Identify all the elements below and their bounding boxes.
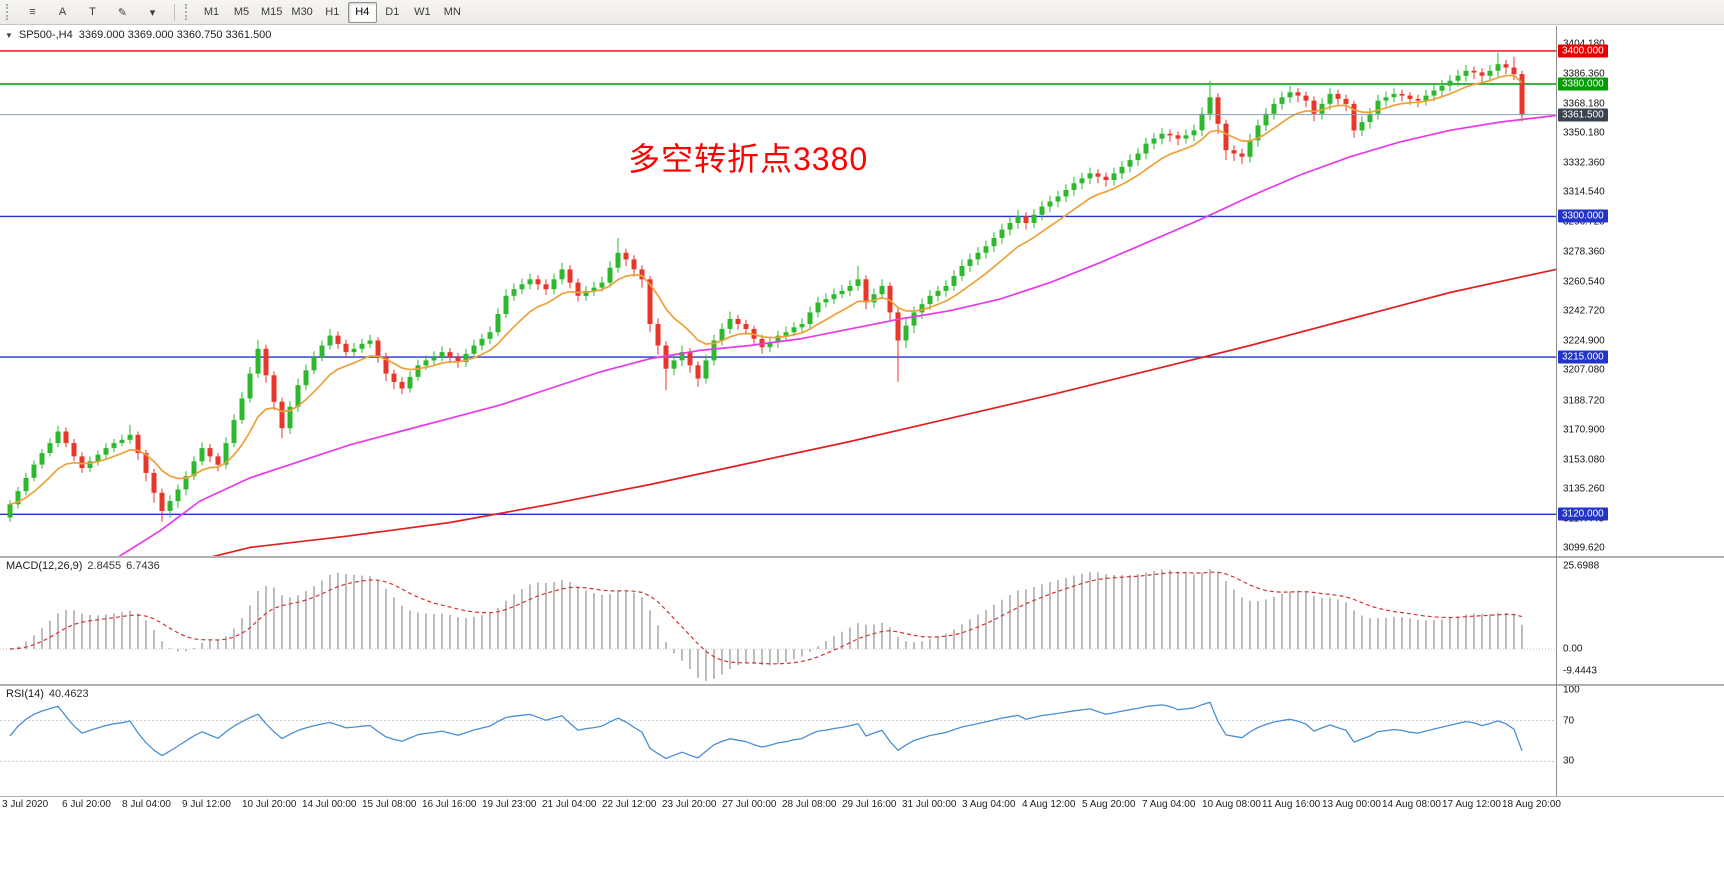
price-tick: 3332.360 [1563, 157, 1605, 169]
time-axis-label: 7 Aug 04:00 [1142, 799, 1196, 810]
price-level-badge: 3215.000 [1558, 350, 1608, 364]
toolbar-separator [174, 3, 175, 21]
draw-dropdown-button[interactable]: ▾ [149, 6, 156, 19]
timeframe-m15[interactable]: M15 [261, 6, 283, 18]
price-level-badge: 3120.000 [1558, 507, 1608, 521]
macd-value: 2.8455 [87, 560, 122, 572]
time-axis-label: 14 Jul 00:00 [302, 799, 357, 810]
price-tick: 3170.900 [1563, 424, 1605, 436]
time-axis-label: 19 Jul 23:00 [482, 799, 537, 810]
time-axis-label: 9 Jul 12:00 [182, 799, 231, 810]
time-axis-label: 28 Jul 08:00 [782, 799, 837, 810]
time-axis-label: 11 Aug 16:00 [1262, 799, 1321, 810]
time-axis-border [0, 796, 1724, 797]
time-axis[interactable]: 3 Jul 2020 6 Jul 20:00 8 Jul 04:00 9 Jul 12… [0, 797, 1724, 892]
draw-tool-button[interactable]: ✎ [117, 6, 128, 19]
time-axis-label: 13 Aug 00:00 [1322, 799, 1381, 810]
toolbar-grip[interactable] [6, 4, 13, 20]
macd-signal-value: 6.7436 [126, 560, 160, 572]
price-tick: 3278.360 [1563, 246, 1605, 258]
timeframe-buttons: M1 M5 M15 M30 H1 H4 D1 W1 MN [197, 1, 467, 23]
time-axis-label: 27 Jul 00:00 [722, 799, 777, 810]
ohlc-values: 3369.000 3369.000 3360.750 3361.500 [78, 29, 272, 41]
timeframe-m30[interactable]: M30 [291, 6, 313, 18]
timeframe-m5[interactable]: M5 [233, 6, 250, 18]
chart-title: ▼ SP500-,H4 3369.000 3369.000 3360.750 3… [5, 29, 271, 41]
price-scale[interactable]: 3404.180 3386.360 3368.180 3350.180 3332.360… [1557, 0, 1724, 892]
time-axis-label: 5 Aug 20:00 [1082, 799, 1136, 810]
text-tool-button[interactable]: T [89, 6, 96, 18]
time-axis-label: 29 Jul 16:00 [842, 799, 897, 810]
time-axis-label: 10 Jul 20:00 [242, 799, 297, 810]
price-tick: 3135.260 [1563, 483, 1605, 495]
price-tick: 3314.540 [1563, 186, 1605, 198]
time-axis-label: 22 Jul 12:00 [602, 799, 657, 810]
time-axis-label: 18 Aug 20:00 [1502, 799, 1561, 810]
main-chart[interactable] [0, 26, 1556, 556]
annotation-text: 多空转折点3380 [628, 141, 869, 177]
timeframe-mn[interactable]: MN [443, 6, 461, 18]
time-axis-label: 10 Aug 08:00 [1202, 799, 1261, 810]
rsi-value: 40.4623 [48, 688, 89, 700]
price-axis-border [1556, 26, 1557, 797]
price-level-badge: 3400.000 [1558, 44, 1608, 58]
time-axis-label: 3 Jul 2020 [2, 799, 49, 810]
time-axis-label: 31 Jul 00:00 [902, 799, 957, 810]
macd-scale-tick: 0.00 [1563, 643, 1583, 655]
price-tick: 3207.080 [1563, 364, 1605, 376]
chevron-down-icon[interactable]: ▼ [5, 30, 13, 40]
time-axis-label: 4 Aug 12:00 [1022, 799, 1076, 810]
price-tick: 3350.180 [1563, 127, 1605, 139]
rsi-panel[interactable] [0, 686, 1556, 796]
panel-separator-macd[interactable] [0, 556, 1724, 558]
price-tick: 3242.720 [1563, 305, 1605, 317]
rsi-name: RSI(14) [6, 688, 44, 700]
price-tick: 3188.720 [1563, 395, 1605, 407]
rsi-label: RSI(14) 40.4623 [6, 688, 89, 700]
price-level-badge: 3361.500 [1558, 108, 1608, 122]
price-tick: 3153.080 [1563, 454, 1605, 465]
macd-label: MACD(12,26,9) 2.8455 6.7436 [6, 560, 160, 572]
macd-scale-tick: -9.4443 [1563, 665, 1597, 677]
time-axis-label: 14 Aug 08:00 [1382, 799, 1441, 810]
time-axis-label: 21 Jul 04:00 [542, 799, 597, 810]
price-tick: 3224.900 [1563, 335, 1605, 347]
cursor-button[interactable]: A [58, 6, 67, 18]
time-axis-label: 16 Jul 16:00 [422, 799, 477, 810]
toolbar-grip-2[interactable] [185, 4, 192, 20]
price-tick: 3404.180 [1563, 39, 1605, 50]
time-axis-label: 17 Aug 12:00 [1442, 799, 1501, 810]
rsi-scale-tick: 70 [1563, 715, 1575, 727]
price-level-badge: 3300.000 [1558, 209, 1608, 223]
time-axis-label: 3 Aug 04:00 [962, 799, 1016, 810]
time-axis-label: 15 Jul 08:00 [362, 799, 417, 810]
rsi-scale-tick: 30 [1563, 755, 1575, 767]
time-axis-label: 8 Jul 04:00 [122, 799, 171, 810]
panel-separator-rsi[interactable] [0, 684, 1724, 686]
timeframe-d1[interactable]: D1 [385, 6, 400, 18]
price-tick: 3368.180 [1563, 98, 1605, 110]
timeframe-m1[interactable]: M1 [203, 6, 220, 18]
time-axis-label: 23 Jul 20:00 [662, 799, 717, 810]
price-tick: 3260.540 [1563, 276, 1605, 288]
price-tick: 3099.620 [1563, 542, 1605, 554]
price-tick: 3386.360 [1563, 68, 1605, 79]
time-axis-label: 6 Jul 20:00 [62, 799, 111, 810]
toolbar: ≡ A T ✎ ▾ M1 M5 M15 M30 H1 H4 D1 W1 MN [0, 0, 1724, 25]
macd-scale-tick: 25.6988 [1563, 560, 1600, 572]
toolbar-tools: ≡ A T ✎ ▾ [18, 2, 167, 23]
price-level-badge: 3380.000 [1558, 77, 1608, 91]
macd-panel[interactable] [0, 558, 1556, 684]
symbol-timeframe-label: SP500-,H4 [18, 29, 73, 41]
chart-list-button[interactable]: ≡ [29, 6, 36, 18]
timeframe-h4[interactable]: H4 [347, 1, 377, 23]
macd-name: MACD(12,26,9) [6, 560, 83, 572]
timeframe-w1[interactable]: W1 [414, 6, 431, 18]
timeframe-h1[interactable]: H1 [325, 6, 340, 18]
rsi-scale-tick: 100 [1563, 684, 1580, 696]
